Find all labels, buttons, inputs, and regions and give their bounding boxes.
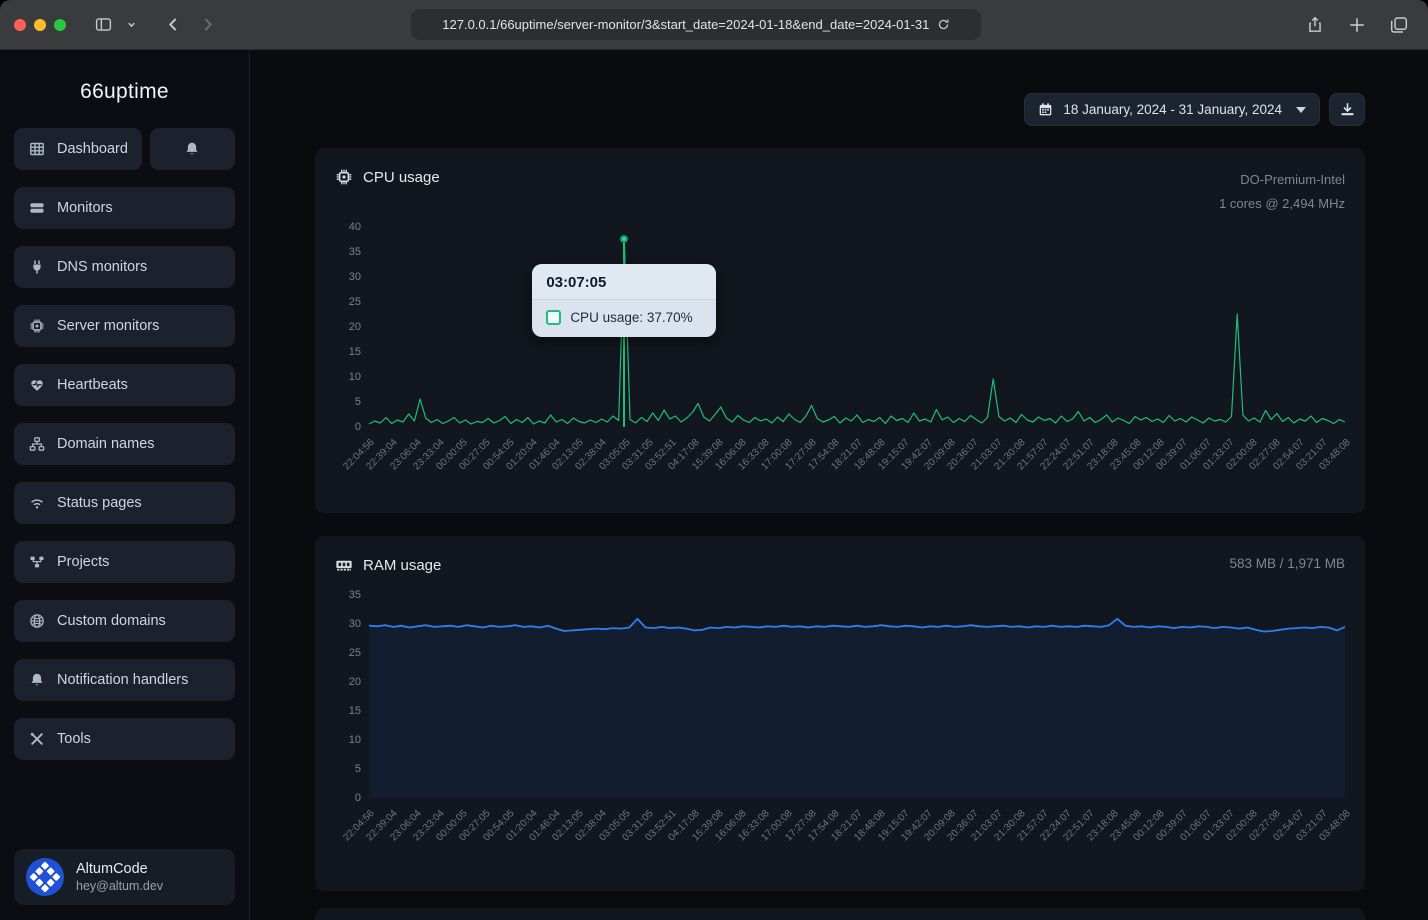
export-download-button[interactable] [1329,93,1365,126]
plug-icon [28,259,45,275]
new-tab-icon[interactable] [1342,10,1372,40]
sidebar-item-monitors[interactable]: Monitors [14,187,235,229]
sidebar-toggle-icon[interactable] [88,10,118,40]
calendar-icon [1038,102,1053,117]
cpu-x-axis: 22:04:56 22:39:04 23:06:04 23:33:04 00:00:05… [341,437,1353,473]
sidebar: 66uptime Dashboard Monit [0,50,250,920]
ram-x-axis: 22:04:56 22:39:04 23:06:04 23:33:04 00:00:05… [341,808,1353,844]
cpu-y-axis: 0 5 10 15 20 25 30 35 40 [348,221,361,433]
main-content: 18 January, 2024 - 31 January, 2024 [250,50,1428,920]
close-window-button[interactable] [14,18,26,31]
url-text: 127.0.0.1/66uptime/server-monitor/3&star… [442,17,930,32]
sidebar-item-label: Status pages [57,495,142,511]
sidebar-item-dashboard[interactable]: Dashboard [14,128,142,170]
sidebar-item-status-pages[interactable]: Status pages [14,482,235,524]
sidebar-item-notification-handlers[interactable]: Notification handlers [14,659,235,701]
sidebar-item-label: Notification handlers [57,672,189,688]
ram-usage-summary: 583 MB / 1,971 MB [1229,556,1345,571]
bell-icon [28,672,45,688]
window-controls [14,18,66,31]
chevron-down-icon[interactable] [122,10,140,40]
reload-icon[interactable] [937,18,950,31]
avatar [26,858,64,896]
table-grid-icon [28,141,45,157]
tooltip-marker-dot [620,234,629,243]
wifi-icon [28,495,45,511]
tools-icon [28,731,45,747]
ram-y-axis: 0 5 10 15 20 25 30 35 [348,589,361,804]
sidebar-item-projects[interactable]: Projects [14,541,235,583]
sidebar-item-label: Heartbeats [57,377,128,393]
sidebar-item-label: Domain names [57,436,155,452]
sidebar-item-tools[interactable]: Tools [14,718,235,760]
sidebar-item-label: Server monitors [57,318,160,334]
address-bar[interactable]: 127.0.0.1/66uptime/server-monitor/3&star… [411,9,982,40]
globe-icon [28,613,45,629]
microchip-icon [28,318,45,334]
download-icon [1340,102,1355,117]
ram-plot[interactable] [369,595,1345,798]
heartbeat-icon [28,377,45,393]
sidebar-item-server-monitors[interactable]: Server monitors [14,305,235,347]
chart-tooltip: 03:07:05 CPU usage: 37.70% [532,263,717,337]
card-title: RAM usage [363,556,442,574]
project-diagram-icon [28,554,45,570]
tab-overview-icon[interactable] [1384,10,1414,40]
user-name: AltumCode [76,861,148,877]
ram-usage-card: RAM usage 583 MB / 1,971 MB 0 5 10 15 20 25 30… [315,536,1365,891]
sidebar-item-dns-monitors[interactable]: DNS monitors [14,246,235,288]
sidebar-item-custom-domains[interactable]: Custom domains [14,600,235,642]
forward-button[interactable] [192,10,222,40]
toolbar: 18 January, 2024 - 31 January, 2024 [315,93,1365,126]
brand-logo: 66uptime [80,80,169,103]
notifications-button[interactable] [149,128,235,170]
cpu-chart: 0 5 10 15 20 25 30 35 40 03:07:05 CPU usage: 37.… [335,221,1353,499]
bell-icon [184,141,201,157]
back-button[interactable] [158,10,188,40]
user-email: hey@altum.dev [76,879,164,893]
caret-down-icon [1296,106,1306,113]
sidebar-item-heartbeats[interactable]: Heartbeats [14,364,235,406]
memory-icon [335,556,353,574]
server-name: DO-Premium-Intel [1240,172,1345,187]
sidebar-item-label: Monitors [57,200,113,216]
browser-chrome: 127.0.0.1/66uptime/server-monitor/3&star… [0,0,1428,50]
next-card-partial [315,908,1365,920]
sidebar-item-label: DNS monitors [57,259,148,275]
cpu-usage-card: CPU usage DO-Premium-Intel 1 cores @ 2,4… [315,148,1365,513]
share-icon[interactable] [1300,10,1330,40]
sitemap-icon [28,436,45,452]
zoom-window-button[interactable] [54,18,66,31]
microchip-icon [335,168,353,186]
card-title: CPU usage [363,168,440,186]
minimize-window-button[interactable] [34,18,46,31]
ram-chart: 0 5 10 15 20 25 30 35 22:04:56 22:39:04 23:06:04 2… [335,589,1353,870]
date-range-label: 18 January, 2024 - 31 January, 2024 [1063,102,1282,117]
cpu-plot[interactable]: 03:07:05 CPU usage: 37.70% [369,227,1345,427]
tooltip-value: CPU usage: 37.70% [570,309,693,325]
server-icon [28,200,45,216]
tooltip-time: 03:07:05 [532,263,717,300]
sidebar-item-label: Projects [57,554,110,570]
user-account-card[interactable]: AltumCode hey@altum.dev [14,849,235,905]
date-range-picker[interactable]: 18 January, 2024 - 31 January, 2024 [1024,93,1320,126]
sidebar-item-label: Tools [57,731,91,747]
sidebar-item-domain-names[interactable]: Domain names [14,423,235,465]
browser-actions [1300,10,1414,40]
series-swatch [546,309,562,325]
sidebar-item-label: Custom domains [57,613,166,629]
sidebar-item-label: Dashboard [57,141,128,157]
server-specs: 1 cores @ 2,494 MHz [1219,196,1345,212]
browser-nav [88,10,222,40]
